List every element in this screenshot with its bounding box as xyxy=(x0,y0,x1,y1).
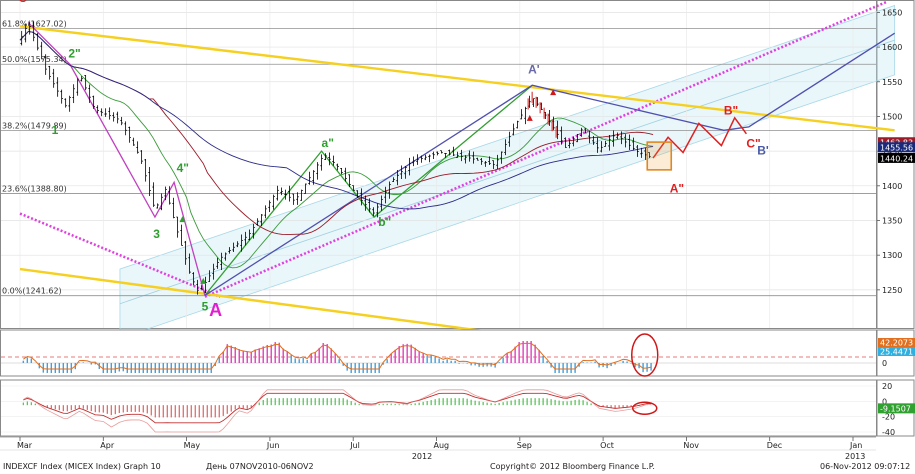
wave-label: 5 xyxy=(202,300,209,314)
y-tick-label: 1250 xyxy=(882,286,902,295)
y-tick-label: 1500 xyxy=(882,112,902,121)
indicator-2-fast-line xyxy=(23,389,652,433)
signal-marker xyxy=(526,114,533,121)
indicator-2-frame xyxy=(0,379,877,437)
wave-label: b" xyxy=(378,215,391,229)
projected-wave-path xyxy=(652,116,747,159)
indicator-1-badge-bg xyxy=(878,347,915,356)
x-tick-label: Nov xyxy=(683,441,699,450)
fib-level-label: 50.0%(1575.34) xyxy=(2,55,67,64)
wave-label: B" xyxy=(724,103,738,117)
indicator-2-tick-label: -20 xyxy=(882,413,895,422)
price-badge-label: 1455.56 xyxy=(880,144,913,153)
signal-marker xyxy=(550,89,557,96)
wave-label: 2" xyxy=(68,46,80,60)
x-tick-label: Oct xyxy=(600,441,614,450)
y-tick-label: 1550 xyxy=(882,78,902,87)
x-tick-label: Dec xyxy=(767,441,782,450)
trendline-gold-upper xyxy=(19,25,895,132)
signal-marker xyxy=(200,277,207,284)
y-tick-label: 1300 xyxy=(882,251,902,260)
moving-average-short xyxy=(19,30,654,269)
footer-timestamp: 06-Nov-2012 09:07:12 xyxy=(820,462,911,471)
wave-label: 1 xyxy=(52,123,59,137)
x-tick-label: Sep xyxy=(517,441,532,450)
x-tick-label: Mar xyxy=(17,441,33,450)
y-tick-label: 1600 xyxy=(882,43,902,52)
x-tick-label: Jul xyxy=(349,441,360,450)
price-badge-bg xyxy=(878,142,915,153)
y-tick-label: 1400 xyxy=(882,182,902,191)
indicator-2-tick-label: -40 xyxy=(882,428,895,437)
indicator-1-badge-label: 25.4471 xyxy=(880,348,913,357)
fib-level-label: 23.6%(1388.80) xyxy=(2,185,67,194)
wave-label: A" xyxy=(670,182,684,196)
price-badge-label: 1440.24 xyxy=(880,154,913,163)
x-tick-label: Aug xyxy=(434,441,450,450)
candlestick-series xyxy=(20,21,651,295)
trendline-gold-lower xyxy=(19,267,487,333)
main-price-panel: 12501300135014001450150015501600165061.8… xyxy=(0,0,915,339)
wave-label: a" xyxy=(322,136,334,150)
x-tick-label: Jan xyxy=(849,441,862,450)
indicator-2-highlight-ellipse xyxy=(632,401,658,415)
indicator-2-badge-bg xyxy=(878,403,915,414)
wave-label: A xyxy=(209,300,222,320)
channel-mid-line xyxy=(119,39,895,305)
indicator-1-tick-label: 0 xyxy=(882,359,887,368)
footer-index-label: INDEXCF Index (MICEX Index) Graph 10 xyxy=(3,462,161,471)
indicator-1-badge-bg xyxy=(878,338,915,347)
wave-label: A' xyxy=(528,62,540,76)
x-year-label: 2013 xyxy=(845,452,865,461)
footer-period-label: День 07NOV2010-06NOV2 xyxy=(206,462,314,471)
indicator-2-tick-label: 0 xyxy=(882,397,887,406)
main-axis-frame xyxy=(876,0,915,329)
y-tick-label: 1650 xyxy=(882,8,902,17)
trendline-blue-channel xyxy=(204,32,896,296)
main-panel-frame xyxy=(0,0,877,329)
price-badge-bg xyxy=(878,152,915,163)
oscillator-indicator-panel: 20 0 -20 -40 -9.1507 xyxy=(0,379,915,437)
footer-copyright: Copyright© 2012 Bloomberg Finance L.P. xyxy=(490,462,655,471)
wave-label: B' xyxy=(757,144,769,158)
chart-footer: INDEXCF Index (MICEX Index) Graph 10 Ден… xyxy=(0,461,915,474)
x-year-label: 2012 xyxy=(412,452,432,461)
fib-level-label: 61.8%(1627.02) xyxy=(2,19,67,28)
signal-marker xyxy=(179,216,186,223)
indicator-1-signal-line xyxy=(23,342,652,370)
moving-average-long xyxy=(19,30,654,210)
target-zone-box xyxy=(646,141,673,171)
indicator-2-badge-label: -9.1507 xyxy=(880,404,911,413)
indicator-1-badge-label: 42.2073 xyxy=(880,339,913,348)
y-tick-label: 1350 xyxy=(882,216,902,225)
fib-level-label: 0.0%(1241.62) xyxy=(2,287,62,296)
indicator-2-tick-label: 20 xyxy=(882,382,892,391)
x-tick-label: May xyxy=(184,441,201,450)
indicator-2-slow-line xyxy=(23,392,652,424)
trendline-magenta-dotted-lower xyxy=(19,212,221,298)
x-tick-label: Jun xyxy=(266,441,280,450)
fib-level-label: 38.2%(1479.89) xyxy=(2,121,67,130)
x-tick-label: Apr xyxy=(100,441,115,450)
wave-label: 4" xyxy=(177,161,189,175)
wave-label: C' xyxy=(18,0,30,5)
wave-label: C" xyxy=(746,137,760,151)
time-axis: Mar Apr May Jun Jul Aug Sep Oct Nov Dec Jan 2012 201… xyxy=(0,436,876,461)
wave-label: 3 xyxy=(153,227,160,241)
indicator-1-highlight-ellipse xyxy=(631,333,659,377)
